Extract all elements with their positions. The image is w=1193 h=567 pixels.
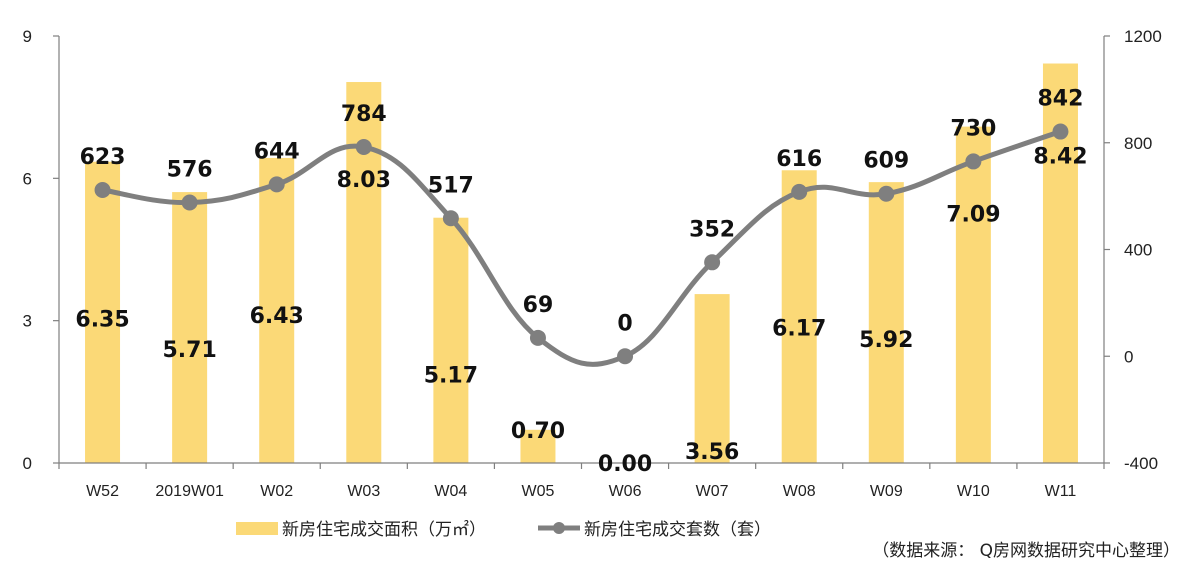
area-value-label: 3.56 (685, 440, 739, 465)
right-tick-label: -400 (1124, 454, 1158, 473)
legend-swatch-area (236, 522, 278, 535)
count-point-W04 (442, 210, 459, 227)
count-value-label: 69 (523, 293, 554, 318)
bar-W10 (955, 126, 991, 463)
bar-series-area (85, 63, 1078, 464)
right-tick-label: 400 (1124, 241, 1152, 260)
bar-W08 (781, 170, 817, 464)
count-point-W06 (617, 348, 634, 365)
legend-swatch-count-marker (553, 522, 565, 534)
x-tick-label: W07 (696, 483, 729, 500)
count-point-W07 (704, 254, 721, 271)
count-value-label: 784 (341, 102, 387, 127)
area-value-label: 5.71 (162, 338, 216, 363)
bar-W02 (259, 157, 295, 463)
x-tick-label: 2019W01 (155, 483, 224, 500)
count-value-label: 576 (167, 158, 213, 183)
area-value-label: 7.09 (946, 203, 1000, 228)
area-value-label: 6.35 (75, 308, 129, 333)
count-value-label: 842 (1037, 87, 1083, 112)
bar-W09 (868, 182, 904, 463)
count-value-label: 0 (617, 311, 632, 336)
legend: 新房住宅成交面积（万㎡） 新房住宅成交套数（套） (236, 520, 771, 540)
count-point-W03 (355, 139, 372, 156)
left-tick-label: 9 (23, 27, 32, 46)
bar-2019W01 (172, 192, 208, 463)
line-series-count (94, 123, 1069, 367)
x-tick-label: W06 (609, 483, 642, 500)
count-point-2019W01 (181, 194, 198, 211)
count-point-W02 (268, 176, 285, 193)
data-labels: 6.35 5.71 6.43 8.03 5.17 0.70 0.00 3.56 6.17 5.92… (75, 87, 1087, 477)
x-tick-label: W52 (86, 483, 119, 500)
area-value-label: 0.70 (511, 419, 565, 444)
x-tick-label: W08 (783, 483, 816, 500)
left-tick-label: 0 (23, 454, 32, 473)
right-tick-label: 800 (1124, 134, 1152, 153)
x-tick-label: W05 (522, 483, 555, 500)
x-tick-label: W02 (260, 483, 293, 500)
x-tick-label: W03 (347, 483, 380, 500)
area-value-label: 0.00 (598, 452, 652, 477)
bar-W05 (520, 429, 556, 463)
area-value-label: 8.42 (1033, 145, 1087, 170)
area-value-label: 6.17 (772, 316, 826, 341)
legend-label-count: 新房住宅成交套数（套） (584, 520, 771, 540)
count-value-label: 352 (689, 217, 735, 242)
right-tick-label: 0 (1124, 347, 1133, 366)
x-tick-label: W10 (957, 483, 990, 500)
area-value-label: 8.03 (337, 168, 391, 193)
bar-W11 (1042, 63, 1078, 464)
area-value-label: 6.43 (250, 304, 304, 329)
x-tick-label: W04 (434, 483, 467, 500)
count-point-W05 (529, 329, 546, 346)
count-value-label: 517 (428, 173, 474, 198)
count-value-label: 644 (254, 139, 300, 164)
count-point-W09 (878, 185, 895, 202)
area-value-label: 5.92 (859, 328, 913, 353)
count-point-W52 (94, 181, 111, 198)
count-line (100, 129, 1063, 367)
count-value-label: 616 (776, 147, 822, 172)
x-tick-label: W09 (870, 483, 903, 500)
count-point-W11 (1052, 123, 1069, 140)
count-point-W08 (791, 183, 808, 200)
bar-W04 (433, 217, 469, 463)
right-tick-label: 1200 (1124, 27, 1162, 46)
count-value-label: 609 (863, 149, 909, 174)
count-value-label: 623 (80, 145, 126, 170)
left-tick-label: 6 (23, 169, 32, 188)
count-point-W10 (965, 153, 982, 170)
area-value-label: 5.17 (424, 364, 478, 389)
bar-W52 (85, 161, 121, 463)
source-note: （数据来源： Q房网数据研究中心整理） (872, 541, 1180, 561)
bar-W07 (694, 294, 730, 463)
x-tick-label: W11 (1045, 483, 1077, 500)
left-tick-label: 3 (23, 312, 32, 331)
legend-label-area: 新房住宅成交面积（万㎡） (282, 520, 486, 540)
count-value-label: 730 (950, 116, 996, 141)
